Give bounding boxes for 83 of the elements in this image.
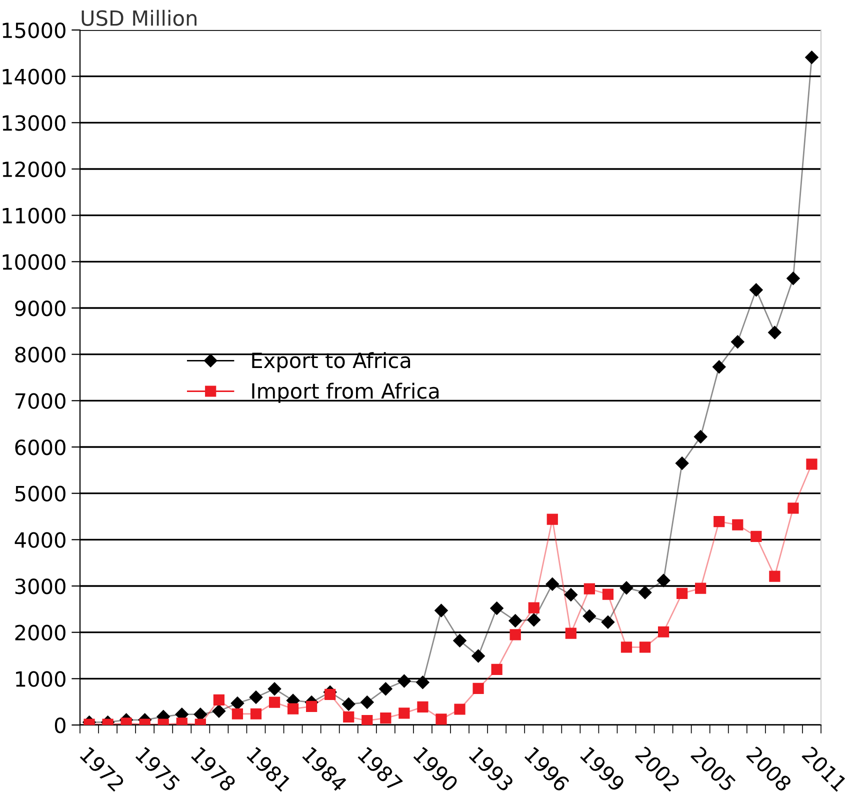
y-tick-label: 13000 bbox=[2, 115, 66, 131]
y-tick-label: 7000 bbox=[15, 393, 66, 409]
point bbox=[324, 688, 336, 700]
point bbox=[694, 430, 708, 444]
point bbox=[620, 581, 634, 594]
y-tick-label: 8000 bbox=[15, 346, 66, 363]
y-tick-label: 6000 bbox=[15, 439, 66, 456]
point bbox=[510, 629, 521, 640]
point bbox=[472, 649, 485, 663]
point bbox=[584, 583, 595, 594]
point bbox=[805, 50, 818, 64]
point bbox=[490, 602, 504, 615]
y-tick-label: 4000 bbox=[14, 532, 66, 548]
point bbox=[768, 326, 782, 340]
point bbox=[508, 614, 522, 628]
point bbox=[750, 283, 763, 297]
point bbox=[343, 711, 354, 722]
y-tick-label: 12000 bbox=[2, 161, 66, 178]
y-tick-label: 5000 bbox=[15, 486, 66, 502]
point bbox=[434, 604, 448, 618]
point bbox=[230, 696, 244, 710]
point bbox=[602, 588, 614, 600]
point bbox=[491, 664, 502, 675]
point bbox=[417, 701, 428, 712]
point bbox=[658, 626, 670, 638]
y-tick-label: 2000 bbox=[15, 624, 66, 641]
y-tick-label: 15000 bbox=[2, 22, 66, 38]
y-tick-label: 14000 bbox=[2, 68, 66, 85]
point bbox=[362, 715, 373, 725]
point bbox=[786, 272, 800, 285]
point bbox=[714, 516, 725, 528]
point bbox=[379, 682, 392, 696]
y-axis-title: USD Million bbox=[82, 10, 196, 26]
point bbox=[398, 674, 411, 688]
point bbox=[398, 708, 410, 719]
legend-label: Import from Africa bbox=[252, 382, 439, 403]
point bbox=[639, 642, 651, 653]
point bbox=[675, 456, 689, 470]
point bbox=[806, 458, 818, 470]
point bbox=[342, 698, 356, 711]
y-tick-label: 9000 bbox=[15, 300, 66, 316]
point bbox=[249, 690, 263, 704]
y-tick-label: 10000 bbox=[2, 254, 66, 270]
point bbox=[564, 588, 578, 602]
point bbox=[638, 586, 652, 600]
point bbox=[416, 676, 430, 689]
point bbox=[194, 708, 207, 721]
legend-label: Export to Africa bbox=[252, 352, 410, 372]
point bbox=[731, 335, 744, 348]
point bbox=[436, 714, 447, 725]
y-tick-label: 1000 bbox=[16, 671, 66, 687]
point bbox=[454, 704, 466, 715]
point bbox=[565, 628, 576, 639]
point bbox=[676, 588, 688, 599]
y-tick-label: 11000 bbox=[2, 208, 66, 224]
point bbox=[656, 574, 670, 588]
point bbox=[306, 700, 318, 712]
point bbox=[695, 582, 706, 594]
point bbox=[546, 514, 558, 525]
point bbox=[769, 570, 780, 582]
point bbox=[546, 578, 559, 591]
point bbox=[268, 682, 282, 696]
point bbox=[250, 708, 262, 720]
point bbox=[212, 704, 226, 718]
point bbox=[232, 708, 244, 720]
point bbox=[750, 530, 762, 542]
point bbox=[582, 610, 596, 623]
point bbox=[360, 696, 374, 709]
point bbox=[472, 682, 484, 694]
point bbox=[527, 613, 540, 626]
point bbox=[712, 360, 726, 374]
point bbox=[732, 519, 744, 530]
point bbox=[268, 696, 280, 708]
point bbox=[788, 502, 799, 514]
y-tick-label: 0 bbox=[54, 717, 66, 734]
point bbox=[528, 602, 540, 614]
y-tick-label: 3000 bbox=[15, 578, 66, 594]
point bbox=[620, 642, 632, 653]
point bbox=[453, 634, 466, 648]
point bbox=[380, 712, 392, 724]
point bbox=[287, 703, 299, 714]
point bbox=[213, 694, 224, 706]
point bbox=[601, 616, 615, 629]
